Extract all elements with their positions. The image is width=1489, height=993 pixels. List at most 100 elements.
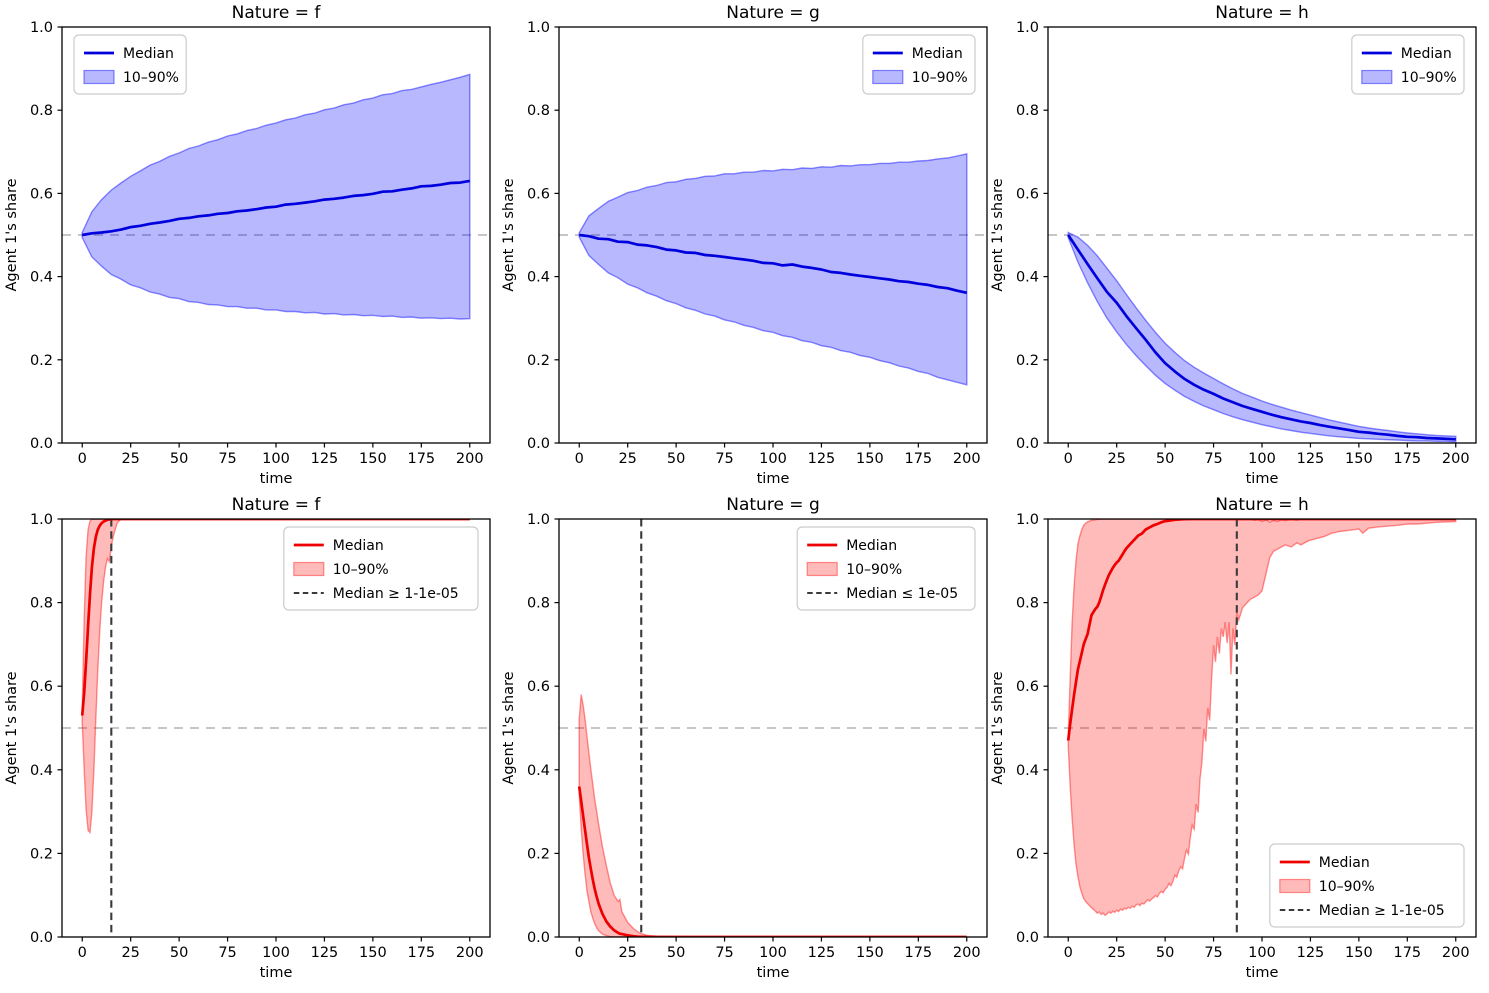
x-tick-label: 0 bbox=[575, 945, 584, 961]
legend-label: 10–90% bbox=[333, 562, 389, 578]
y-tick-label: 1.0 bbox=[1016, 20, 1039, 36]
x-tick-label: 25 bbox=[1107, 451, 1125, 467]
y-axis-label: Agent 1's share bbox=[4, 671, 20, 784]
x-tick-label: 125 bbox=[1297, 945, 1325, 961]
legend-band-swatch bbox=[872, 69, 904, 85]
y-tick-label: 0.0 bbox=[1016, 930, 1039, 946]
y-axis-label: Agent 1's share bbox=[990, 671, 1006, 784]
x-tick-label: 125 bbox=[808, 451, 836, 467]
x-tick-label: 50 bbox=[667, 451, 685, 467]
band-10-90 bbox=[81, 73, 471, 320]
x-axis-label: time bbox=[1246, 965, 1279, 981]
subplot-bottom-h: 0 25 50 75 100 125 150 175 200 0.0 0.2 0.4 0.6 0.8 1.0… bbox=[990, 495, 1477, 981]
y-tick-label: 0.8 bbox=[527, 596, 550, 612]
legend: Median 10–90% bbox=[862, 34, 976, 95]
y-tick-label: 0.6 bbox=[527, 186, 550, 202]
y-tick-label: 0.2 bbox=[30, 353, 53, 369]
legend-band-swatch bbox=[83, 69, 115, 85]
x-tick-label: 200 bbox=[953, 451, 981, 467]
y-tick-label: 0.2 bbox=[527, 846, 550, 862]
x-tick-label: 25 bbox=[121, 945, 139, 961]
x-tick-label: 150 bbox=[359, 945, 387, 961]
x-tick-label: 200 bbox=[1442, 451, 1470, 467]
x-tick-label: 100 bbox=[759, 451, 787, 467]
y-tick-label: 0.8 bbox=[30, 596, 53, 612]
plot-title: Nature = h bbox=[1215, 3, 1308, 23]
x-tick-label: 50 bbox=[170, 945, 188, 961]
legend-label: Median bbox=[1401, 46, 1452, 62]
legend-label: Median bbox=[1319, 855, 1370, 871]
y-tick-label: 0.4 bbox=[527, 763, 550, 779]
x-tick-label: 100 bbox=[1248, 945, 1276, 961]
median-line bbox=[81, 179, 471, 237]
plot-title: Nature = f bbox=[232, 495, 322, 515]
x-tick-label: 100 bbox=[262, 945, 290, 961]
y-tick-label: 1.0 bbox=[30, 512, 53, 528]
x-tick-label: 200 bbox=[456, 451, 484, 467]
x-tick-label: 150 bbox=[1345, 451, 1373, 467]
median-line bbox=[80, 519, 470, 716]
y-tick-label: 0.6 bbox=[527, 679, 550, 695]
x-tick-label: 125 bbox=[1297, 451, 1325, 467]
x-tick-label: 0 bbox=[78, 451, 87, 467]
y-tick-label: 0.2 bbox=[527, 353, 550, 369]
median-line bbox=[579, 233, 968, 295]
legend: Median 10–90% Median ≥ 1-1e-05 bbox=[1269, 843, 1465, 928]
legend-box bbox=[1269, 843, 1465, 928]
x-tick-label: 175 bbox=[904, 945, 932, 961]
x-tick-label: 0 bbox=[575, 451, 584, 467]
x-axis-label: time bbox=[1246, 471, 1279, 487]
x-tick-label: 75 bbox=[715, 945, 733, 961]
legend-label: Median bbox=[333, 538, 384, 554]
x-tick-label: 175 bbox=[407, 451, 435, 467]
x-tick-label: 125 bbox=[311, 945, 339, 961]
x-tick-label: 200 bbox=[1442, 945, 1470, 961]
plot-title: Nature = g bbox=[726, 3, 820, 23]
y-tick-label: 0.8 bbox=[1016, 596, 1039, 612]
x-tick-label: 175 bbox=[904, 451, 932, 467]
x-tick-label: 50 bbox=[667, 945, 685, 961]
subplot-bottom-f: 0 25 50 75 100 125 150 175 200 0.0 0.2 0.4 0.6 0.8 1.0… bbox=[4, 495, 491, 981]
median-line bbox=[577, 786, 967, 937]
median-line bbox=[1066, 519, 1456, 741]
y-axis-label: Agent 1's share bbox=[4, 178, 20, 291]
legend-label: 10–90% bbox=[123, 70, 179, 86]
x-tick-label: 75 bbox=[1204, 451, 1222, 467]
legend-box bbox=[283, 526, 479, 611]
legend: Median 10–90% bbox=[73, 34, 187, 95]
x-tick-label: 100 bbox=[759, 945, 787, 961]
band-10-90 bbox=[1067, 519, 1457, 917]
y-tick-label: 0.8 bbox=[1016, 103, 1039, 119]
plot-title: Nature = f bbox=[232, 3, 322, 23]
legend-band-swatch bbox=[1361, 69, 1393, 85]
y-tick-label: 0.2 bbox=[1016, 846, 1039, 862]
y-tick-label: 0.6 bbox=[1016, 679, 1039, 695]
legend-label: Median ≥ 1-1e-05 bbox=[333, 586, 459, 602]
x-tick-label: 200 bbox=[456, 945, 484, 961]
legend-label: Median ≤ 1e-05 bbox=[846, 586, 958, 602]
legend-label: 10–90% bbox=[912, 70, 968, 86]
x-axis-label: time bbox=[260, 471, 293, 487]
y-tick-label: 0.6 bbox=[1016, 186, 1039, 202]
x-tick-label: 25 bbox=[1107, 945, 1125, 961]
legend-band-swatch bbox=[806, 561, 838, 577]
x-tick-label: 125 bbox=[808, 945, 836, 961]
x-tick-label: 75 bbox=[1204, 945, 1222, 961]
legend-box bbox=[73, 34, 187, 95]
y-tick-label: 0.0 bbox=[30, 436, 53, 452]
x-tick-label: 0 bbox=[1064, 945, 1073, 961]
x-axis-label: time bbox=[260, 965, 293, 981]
y-tick-label: 0.8 bbox=[30, 103, 53, 119]
x-axis-label: time bbox=[757, 965, 790, 981]
x-tick-label: 200 bbox=[953, 945, 981, 961]
y-tick-label: 0.6 bbox=[30, 186, 53, 202]
x-tick-label: 25 bbox=[618, 451, 636, 467]
plot-title: Nature = h bbox=[1215, 495, 1308, 515]
subplot-top-g: 0 25 50 75 100 125 150 175 200 0.0 0.2 0.4 0.6 0.8 1.0… bbox=[501, 3, 988, 487]
legend-label: Median ≥ 1-1e-05 bbox=[1319, 903, 1445, 919]
legend-label: Median bbox=[846, 538, 897, 554]
legend-label: Median bbox=[912, 46, 963, 62]
x-tick-label: 100 bbox=[1248, 451, 1276, 467]
